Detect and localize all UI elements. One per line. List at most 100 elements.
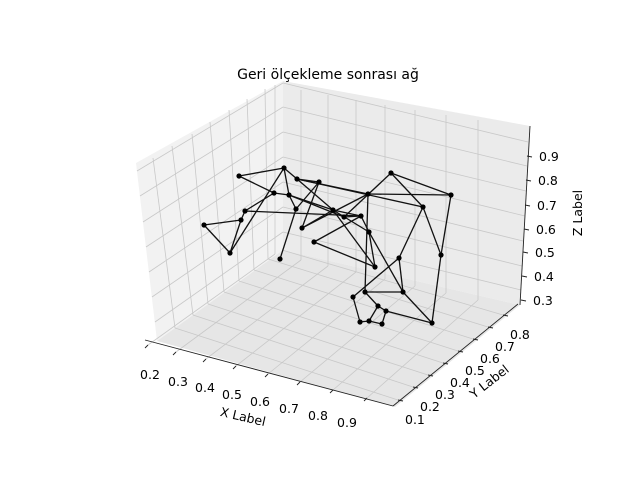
z-grid-line: [282, 131, 527, 192]
y-axis-line: [392, 303, 519, 407]
network-node: [299, 225, 305, 231]
network-edge: [283, 167, 290, 196]
y-grid-line: [281, 249, 504, 316]
y-grid-line: [228, 109, 240, 282]
y-tick-label: 0.7: [495, 339, 515, 354]
z-grid-line: [148, 181, 284, 273]
network-node: [372, 264, 378, 270]
network-edge: [283, 167, 298, 180]
x-grid-line: [299, 285, 416, 383]
y-tick-mark: [502, 314, 509, 317]
network-node: [227, 250, 233, 256]
network-node: [400, 289, 406, 295]
network-edge: [279, 208, 297, 260]
x-tick-mark: [363, 397, 368, 402]
network-node: [281, 165, 287, 171]
back-pane: [283, 81, 530, 305]
x-tick-labels: 0.2 0.3 0.4 0.5 0.6 0.7 0.8 0.9: [140, 367, 357, 430]
z-tick-label: 0.4: [534, 269, 554, 284]
z-tick-label: 0.3: [533, 293, 553, 308]
network-node: [236, 173, 242, 179]
x-grid-line: [332, 292, 447, 391]
y-grid-line: [207, 303, 429, 376]
x-grid-line: [235, 271, 357, 367]
network-node: [388, 170, 394, 176]
network-edge: [332, 209, 362, 217]
x-tick-label: 0.4: [195, 380, 215, 395]
x-tick-mark: [144, 344, 149, 349]
network-edge: [368, 231, 376, 268]
network-edge: [238, 167, 285, 177]
network-node: [383, 308, 389, 314]
network-edge: [313, 241, 376, 268]
y-tick-mark: [397, 399, 404, 402]
x-tick-label: 0.7: [279, 401, 299, 416]
tick-marks: [144, 155, 533, 402]
network-node: [316, 179, 322, 185]
y-tick-mark: [457, 350, 464, 353]
network-edge: [203, 224, 231, 254]
x-axis-line: [144, 339, 394, 407]
x-tick-label: 0.2: [140, 367, 160, 382]
network-edge: [301, 209, 334, 229]
chart-title: Geri ölçekleme sonrası ağ: [237, 67, 419, 83]
z-tick-mark: [525, 179, 532, 182]
z-tick-mark: [520, 299, 527, 302]
z-tick-label: 0.9: [539, 149, 559, 164]
x-tick-mark: [296, 381, 301, 386]
y-grid-line: [152, 157, 176, 329]
x-tick-mark: [329, 389, 334, 394]
x-grid-line: [366, 299, 479, 399]
network-edge: [398, 257, 404, 293]
z-tick-label: 0.8: [538, 173, 558, 188]
x-grid-line: [205, 265, 329, 360]
y-tick-label: 0.8: [510, 327, 530, 342]
network-node: [429, 320, 435, 326]
floor-pane: [157, 250, 520, 407]
network-nodes: [201, 165, 454, 327]
z-tick-labels: 0.3 0.4 0.5 0.6 0.7 0.8 0.9: [533, 149, 559, 308]
z-tick-mark: [522, 251, 529, 254]
x-tick-label: 0.5: [222, 387, 242, 402]
panes: [136, 81, 530, 407]
x-tick-mark: [232, 365, 237, 370]
y-tick-label: 0.3: [435, 387, 455, 402]
x-tick-label: 0.9: [337, 415, 357, 430]
network-node: [379, 321, 385, 327]
z-tick-mark: [526, 155, 533, 158]
network-edge: [390, 172, 452, 196]
y-grid-line: [238, 280, 459, 352]
x-grid-line: [175, 259, 302, 353]
y-grid-line: [209, 121, 225, 293]
y-grid-line: [192, 314, 414, 388]
z-grid-line: [282, 82, 529, 143]
gridlines: [136, 82, 529, 401]
y-grid-line: [253, 269, 474, 340]
network-edge: [368, 305, 379, 322]
y-tick-labels: 0.1 0.2 0.3 0.4 0.5 0.6 0.7 0.8: [405, 327, 530, 427]
x-tick-label: 0.6: [250, 394, 270, 409]
network-edge: [332, 209, 376, 268]
y-grid-line: [174, 327, 399, 401]
x-tick-label: 0.8: [308, 408, 328, 423]
y-tick-label: 0.4: [450, 375, 470, 390]
network-edge: [431, 254, 442, 324]
left-pane: [136, 81, 283, 341]
y-grid-line: [267, 258, 489, 328]
network-edge: [229, 167, 285, 254]
network-edge: [422, 206, 442, 256]
y-tick-mark: [472, 338, 479, 341]
x-tick-label: 0.3: [168, 374, 188, 389]
z-axis-label: Z Label: [570, 190, 585, 236]
network-edge: [385, 310, 433, 324]
network-edge: [364, 193, 369, 293]
y-tick-mark: [442, 362, 449, 365]
z-grid-line: [142, 131, 284, 223]
y-tick-label: 0.5: [465, 363, 485, 378]
network-edge: [203, 219, 242, 226]
network-node: [201, 222, 207, 228]
z-grid-line: [282, 231, 522, 291]
network-edge: [390, 172, 424, 208]
z-grid-line: [154, 231, 284, 323]
z-tick-mark: [521, 275, 528, 278]
